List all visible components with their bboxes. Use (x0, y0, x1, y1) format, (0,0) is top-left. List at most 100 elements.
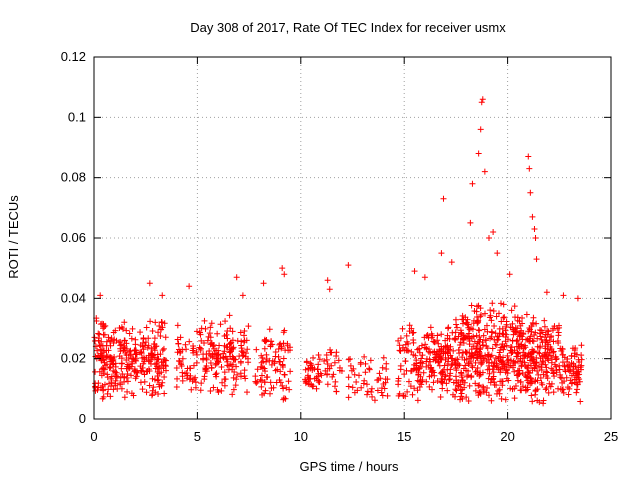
data-point (469, 364, 476, 371)
data-point (477, 126, 484, 133)
data-point (239, 353, 246, 360)
data-point (499, 382, 506, 389)
data-point (483, 322, 490, 329)
data-point (100, 365, 107, 372)
data-point (237, 329, 244, 336)
data-point (429, 349, 436, 356)
data-point (411, 268, 418, 275)
data-point (206, 347, 213, 354)
data-point (161, 390, 168, 397)
data-point (563, 374, 570, 381)
data-point (184, 365, 191, 372)
data-point (395, 337, 402, 344)
data-point (542, 338, 549, 345)
data-point (533, 256, 540, 263)
data-point (139, 343, 146, 350)
data-point (550, 348, 557, 355)
data-point (377, 375, 384, 382)
data-point (157, 351, 164, 358)
data-point (242, 375, 249, 382)
data-point (421, 334, 428, 341)
data-point (473, 354, 480, 361)
data-point (526, 165, 533, 172)
data-point (516, 370, 523, 377)
data-point (452, 393, 459, 400)
data-point (210, 384, 217, 391)
data-point (212, 371, 219, 378)
data-point (361, 377, 368, 384)
data-point (198, 325, 205, 332)
data-point (469, 326, 476, 333)
data-point (428, 330, 435, 337)
data-point (258, 372, 265, 379)
data-point (227, 325, 234, 332)
data-point (514, 325, 521, 332)
data-point (455, 383, 462, 390)
data-point (560, 351, 567, 358)
data-point (148, 392, 155, 399)
data-point (438, 250, 445, 257)
data-point (403, 332, 410, 339)
data-point (154, 373, 161, 380)
data-point (101, 323, 108, 330)
data-point (281, 395, 288, 402)
data-point (143, 389, 150, 396)
data-point (145, 357, 152, 364)
data-point (494, 333, 501, 340)
data-point (383, 366, 390, 373)
data-point (553, 369, 560, 376)
data-point (99, 383, 106, 390)
data-point (499, 340, 506, 347)
data-point (141, 378, 148, 385)
data-point (462, 348, 469, 355)
data-point (226, 312, 233, 319)
data-point (369, 393, 376, 400)
data-point (562, 368, 569, 375)
data-point (568, 380, 575, 387)
chart-title: Day 308 of 2017, Rate Of TEC Index for r… (190, 20, 506, 35)
data-point (263, 351, 270, 358)
data-point (470, 317, 477, 324)
data-point (512, 314, 519, 321)
data-point (174, 375, 181, 382)
data-point (151, 335, 158, 342)
data-point (521, 353, 528, 360)
data-point (534, 335, 541, 342)
data-point (324, 365, 331, 372)
data-point (198, 380, 205, 387)
data-point (123, 352, 130, 359)
data-point (118, 385, 125, 392)
data-point (465, 398, 472, 405)
data-point (409, 391, 416, 398)
data-point (506, 271, 513, 278)
data-point (141, 356, 148, 363)
data-point (174, 322, 181, 329)
data-point (520, 330, 527, 337)
data-point (472, 387, 479, 394)
data-point (542, 361, 549, 368)
data-point (488, 360, 495, 367)
data-point (487, 335, 494, 342)
data-point (473, 368, 480, 375)
data-point (213, 360, 220, 367)
data-point (444, 350, 451, 357)
data-point (484, 328, 491, 335)
data-point (543, 364, 550, 371)
data-point (451, 335, 458, 342)
data-point (345, 262, 352, 269)
data-point (475, 150, 482, 157)
data-point (99, 395, 106, 402)
data-point (159, 347, 166, 354)
data-point (548, 359, 555, 366)
data-point (543, 385, 550, 392)
data-point (283, 384, 290, 391)
data-point (498, 395, 505, 402)
data-point (468, 374, 475, 381)
data-point (96, 331, 103, 338)
data-point (408, 348, 415, 355)
data-point (241, 327, 248, 334)
data-point (541, 323, 548, 330)
data-point (434, 350, 441, 357)
data-point (520, 345, 527, 352)
data-point (384, 392, 391, 399)
